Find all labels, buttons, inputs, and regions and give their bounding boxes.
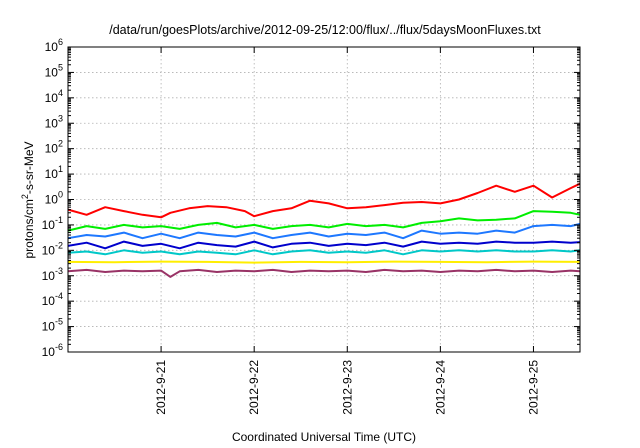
y-tick-label: 104: [45, 88, 63, 105]
y-tick-label: 106: [45, 37, 63, 54]
x-axis: 2012-9-21 2012-9-22 2012-9-23 2012-9-24 2012…: [154, 47, 540, 415]
x-axis-label: Coordinated Universal Time (UTC): [232, 430, 416, 444]
series-line-0: [67, 182, 581, 219]
y-axis-label: protons/cm2-s-sr-MeV: [20, 141, 36, 258]
series-line-3: [67, 240, 581, 250]
y-tick-label: 103: [45, 113, 63, 130]
y-tick-label: 101: [45, 164, 63, 181]
grid: [68, 46, 580, 353]
y-tick-label: 10-3: [42, 266, 63, 283]
y-tick-label: 10-5: [42, 317, 63, 334]
series-line-4: [67, 249, 581, 256]
y-tick-label: 105: [45, 62, 63, 79]
y-tick-label: 10-6: [42, 342, 63, 359]
series-line-6: [67, 268, 581, 278]
y-tick-label: 10-2: [42, 240, 63, 257]
x-tick-label: 2012-9-24: [433, 360, 447, 415]
y-tick-label: 102: [45, 139, 63, 156]
y-axis: 106 105 104 103 102 101 100 10-1 10-2 10-3 10-4 10-…: [42, 37, 580, 359]
y-tick-label: 100: [45, 190, 63, 207]
series-line-1: [67, 210, 581, 232]
x-tick-label: 2012-9-22: [247, 360, 261, 415]
x-tick-label: 2012-9-23: [340, 360, 354, 415]
x-tick-label: 2012-9-25: [526, 360, 540, 415]
series-line-5: [67, 260, 581, 264]
y-tick-label: 10-1: [42, 215, 63, 232]
chart-title: /data/run/goesPlots/archive/2012-09-25/1…: [109, 23, 541, 37]
series-layer: [67, 182, 581, 278]
x-tick-label: 2012-9-21: [154, 360, 168, 415]
series-line-2: [67, 222, 581, 240]
y-tick-label: 10-4: [42, 291, 63, 308]
